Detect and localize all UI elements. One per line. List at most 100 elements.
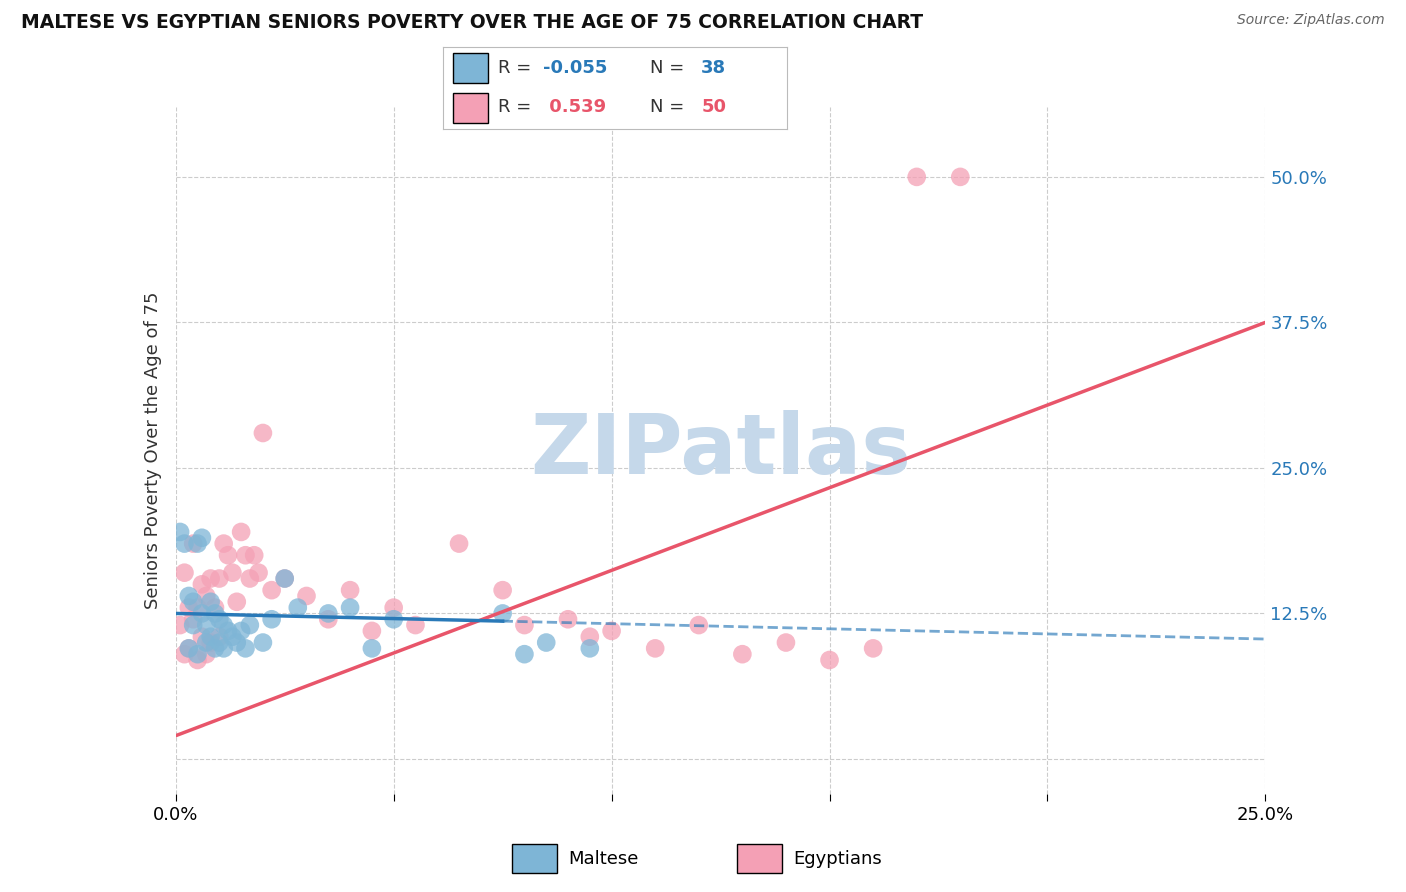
Point [200,630,222,644]
Point [195,589,218,603]
Point [208,635,231,649]
Point [186,600,209,615]
Point [513,647,536,661]
Point [644,641,666,656]
Point [191,531,214,545]
Point [382,600,405,615]
Point [181,618,204,632]
Point [775,635,797,649]
Point [287,600,309,615]
Point [579,630,602,644]
FancyBboxPatch shape [737,844,782,873]
Point [360,624,382,638]
Point [204,600,226,615]
Text: R =: R = [498,98,537,116]
Point [225,595,247,609]
Text: R =: R = [498,59,537,77]
Point [252,635,274,649]
Point [360,641,382,656]
Point [492,607,515,621]
Point [186,536,209,550]
Point [231,524,253,539]
Point [339,600,361,615]
Point [688,618,710,632]
Point [579,641,602,656]
Point [243,548,266,562]
Y-axis label: Seniors Poverty Over the Age of 75: Seniors Poverty Over the Age of 75 [143,292,162,609]
Point [208,630,231,644]
Point [177,589,200,603]
Point [382,612,405,626]
Point [557,612,579,626]
Point [195,635,218,649]
Text: Egyptians: Egyptians [793,849,882,868]
Point [731,647,754,661]
Point [447,536,470,550]
Point [181,612,204,626]
Point [200,635,222,649]
Point [600,624,623,638]
Point [173,566,195,580]
Point [405,618,427,632]
Point [204,607,226,621]
Point [221,566,243,580]
Point [212,618,235,632]
Point [181,536,204,550]
Point [225,635,247,649]
FancyBboxPatch shape [453,53,488,83]
Point [274,572,297,586]
Text: 38: 38 [702,59,727,77]
Point [217,624,239,638]
Point [186,647,209,661]
Point [260,612,283,626]
Point [221,630,243,644]
Point [191,607,214,621]
Point [247,566,270,580]
Point [818,653,841,667]
Point [177,641,200,656]
Point [239,618,262,632]
Point [318,607,340,621]
Point [239,572,262,586]
Point [208,572,231,586]
Point [212,536,235,550]
Point [339,583,361,598]
Point [534,635,557,649]
Point [191,577,214,591]
Point [169,524,191,539]
Point [318,612,340,626]
Point [169,618,191,632]
Point [862,641,884,656]
Text: N =: N = [650,98,689,116]
Point [177,641,200,656]
Point [295,589,318,603]
Point [231,624,253,638]
FancyBboxPatch shape [512,844,557,873]
Point [195,618,218,632]
Point [173,536,195,550]
Point [208,612,231,626]
Point [274,572,297,586]
Point [173,647,195,661]
Point [513,618,536,632]
Point [260,583,283,598]
Text: MALTESE VS EGYPTIAN SENIORS POVERTY OVER THE AGE OF 75 CORRELATION CHART: MALTESE VS EGYPTIAN SENIORS POVERTY OVER… [21,13,924,32]
Point [235,641,257,656]
Point [200,595,222,609]
Point [195,647,218,661]
Point [204,641,226,656]
Point [492,583,515,598]
Point [200,572,222,586]
Point [252,425,274,440]
Text: 0.539: 0.539 [543,98,606,116]
FancyBboxPatch shape [453,94,488,123]
Point [217,548,239,562]
Text: Source: ZipAtlas.com: Source: ZipAtlas.com [1237,13,1385,28]
Text: 50: 50 [702,98,727,116]
Point [235,548,257,562]
Text: ZIPatlas: ZIPatlas [530,410,911,491]
Point [949,169,972,184]
Point [186,653,209,667]
Text: Maltese: Maltese [568,849,638,868]
Point [181,595,204,609]
